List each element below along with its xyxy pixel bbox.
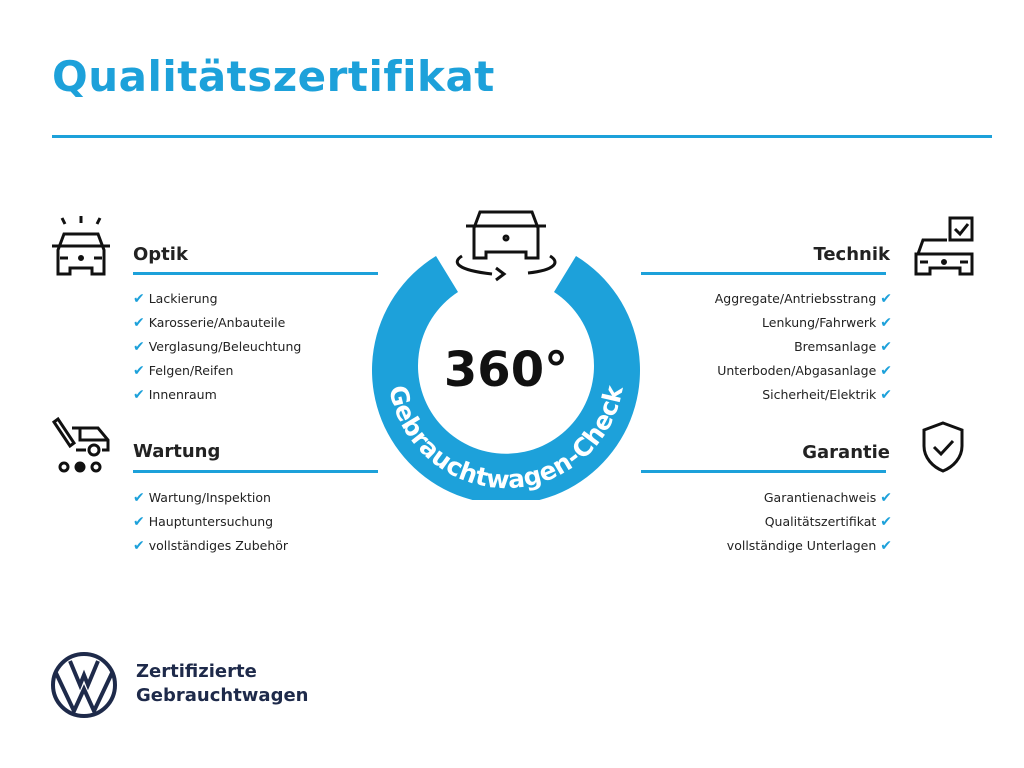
ring	[372, 256, 640, 500]
check-icon: ✔	[133, 538, 145, 554]
check-icon: ✔	[880, 363, 892, 379]
list-item: ✔ Felgen/Reifen	[133, 363, 234, 379]
shield-check-icon	[922, 421, 964, 473]
section-title-technik: Technik	[813, 244, 890, 265]
list-item: ✔ Innenraum	[133, 387, 217, 403]
brand-line-1: Zertifizierte	[136, 661, 257, 682]
list-item: ✔ Hauptuntersuchung	[133, 514, 274, 530]
list-item: Lenkung/Fahrwerk ✔	[762, 315, 892, 331]
section-line-garantie	[641, 470, 886, 473]
garantie-list: Garantienachweis ✔ Qualitätszertifikat ✔…	[727, 486, 892, 558]
car-rotate-icon	[455, 210, 557, 282]
list-item: Unterboden/Abgasanlage ✔	[717, 363, 892, 379]
check-icon: ✔	[880, 514, 892, 530]
section-title-garantie: Garantie	[802, 442, 890, 463]
vw-logo	[51, 652, 117, 718]
check-icon: ✔	[133, 291, 145, 307]
section-title-wartung: Wartung	[133, 441, 221, 462]
check-icon: ✔	[880, 339, 892, 355]
section-line-technik	[641, 272, 886, 275]
technik-list: Aggregate/Antriebsstrang ✔ Lenkung/Fahrw…	[715, 287, 892, 407]
check-icon: ✔	[880, 490, 892, 506]
page-title: Qualitätszertifikat	[52, 52, 495, 101]
check-icon: ✔	[133, 490, 145, 506]
list-item: ✔ Karosserie/Anbauteile	[133, 315, 286, 331]
list-item: ✔ Wartung/Inspektion	[133, 490, 271, 506]
car-checkbox-icon	[914, 216, 974, 276]
wartung-list: ✔ Wartung/Inspektion ✔ Hauptuntersuchung…	[133, 486, 288, 558]
title-divider	[52, 135, 992, 138]
check-icon: ✔	[880, 538, 892, 554]
check-icon: ✔	[133, 315, 145, 331]
list-item: Aggregate/Antriebsstrang ✔	[714, 291, 892, 307]
list-item: Qualitätszertifikat ✔	[764, 514, 892, 530]
list-item: ✔ vollständiges Zubehör	[133, 538, 289, 554]
section-line-optik	[133, 272, 378, 275]
brand-name: Zertifizierte Gebrauchtwagen	[136, 660, 308, 708]
list-item: ✔ Verglasung/Beleuchtung	[133, 339, 302, 355]
car-lights-icon	[52, 216, 110, 276]
car-service-icon	[51, 416, 110, 473]
list-item: vollständige Unterlagen ✔	[726, 538, 892, 554]
check-icon: ✔	[133, 387, 145, 403]
list-item: Garantienachweis ✔	[763, 490, 892, 506]
list-item: Bremsanlage ✔	[794, 339, 892, 355]
check-icon: ✔	[133, 514, 145, 530]
check-icon: ✔	[133, 339, 145, 355]
check-icon: ✔	[880, 291, 892, 307]
check-icon: ✔	[880, 315, 892, 331]
brand-line-2: Gebrauchtwagen	[136, 685, 309, 706]
list-item: Sicherheit/Elektrik ✔	[762, 387, 892, 403]
section-title-optik: Optik	[133, 244, 188, 265]
section-line-wartung	[133, 470, 378, 473]
optik-list: ✔ Lackierung ✔ Karosserie/Anbauteile ✔ V…	[133, 287, 301, 407]
360-check-badge: Gebrauchtwagen-Check 360°	[372, 210, 640, 500]
360-label: 360°	[444, 342, 568, 398]
check-icon: ✔	[880, 387, 892, 403]
check-icon: ✔	[133, 363, 145, 379]
list-item: ✔ Lackierung	[133, 291, 218, 307]
